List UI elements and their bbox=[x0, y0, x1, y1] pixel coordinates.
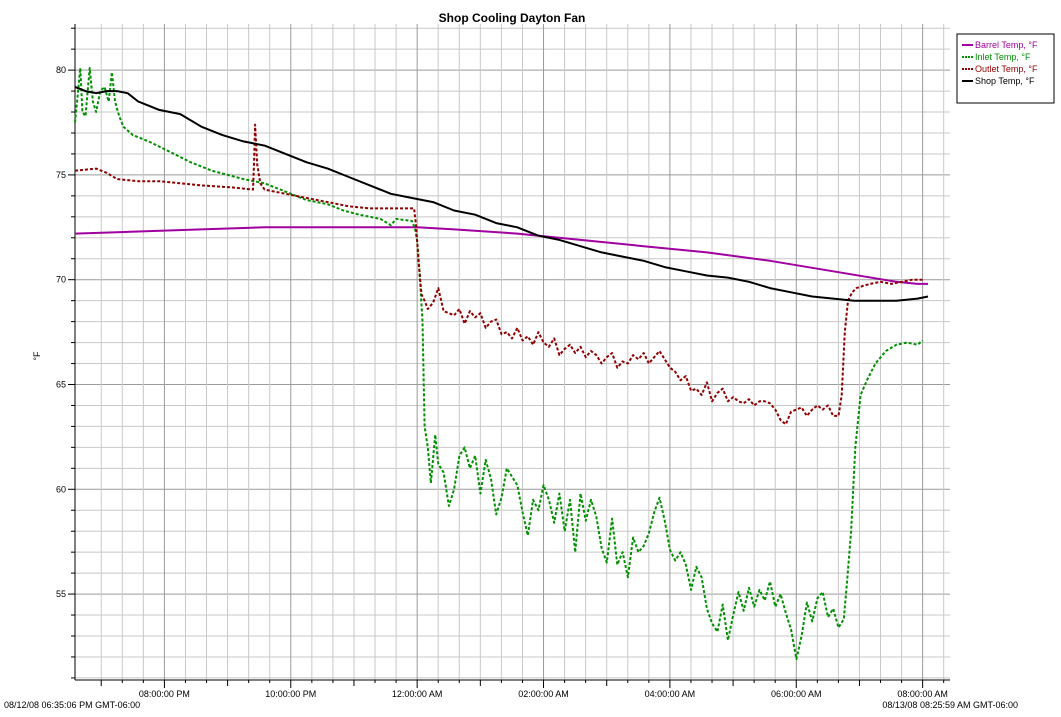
legend: Barrel Temp, °F Inlet Temp, °F Outlet Temp… bbox=[956, 33, 1055, 104]
legend-label: Shop Temp, °F bbox=[975, 76, 1035, 86]
grid bbox=[75, 24, 950, 680]
series-layer bbox=[74, 67, 929, 660]
chart-title: Shop Cooling Dayton Fan bbox=[439, 11, 586, 25]
x-tick-label: 12:00:00 AM bbox=[392, 689, 443, 699]
legend-label: Inlet Temp, °F bbox=[975, 52, 1031, 62]
y-tick-label: 55 bbox=[56, 589, 66, 599]
x-axis-start-label: 08/12/08 06:35:06 PM GMT-06:00 bbox=[4, 700, 140, 710]
legend-label: Barrel Temp, °F bbox=[975, 40, 1038, 50]
y-tick-label: 70 bbox=[56, 275, 66, 285]
legend-box bbox=[956, 33, 1055, 104]
x-tick-label: 04:00:00 AM bbox=[645, 689, 696, 699]
axes: 55 60 65 70 75 80 08:00:00 PM 10:00:00 PM 12:00:… bbox=[56, 24, 950, 699]
y-axis-label: °F bbox=[32, 351, 42, 361]
x-tick-label: 10:00:00 PM bbox=[265, 689, 316, 699]
series-line-1 bbox=[74, 226, 928, 285]
y-tick-label: 75 bbox=[56, 170, 66, 180]
x-tick-label: 08:00:00 AM bbox=[897, 689, 948, 699]
legend-label: Outlet Temp, °F bbox=[975, 64, 1038, 74]
series-line-2 bbox=[74, 67, 924, 660]
x-axis-end-label: 08/13/08 08:25:59 AM GMT-06:00 bbox=[882, 700, 1018, 710]
x-tick-label: 08:00:00 PM bbox=[139, 689, 190, 699]
y-tick-label: 80 bbox=[56, 65, 66, 75]
series-line-3 bbox=[74, 123, 923, 426]
x-tick-label: 06:00:00 AM bbox=[771, 689, 822, 699]
y-tick-label: 60 bbox=[56, 484, 66, 494]
y-tick-label: 65 bbox=[56, 379, 66, 389]
x-tick-label: 02:00:00 AM bbox=[518, 689, 569, 699]
series-line-4 bbox=[74, 85, 929, 302]
